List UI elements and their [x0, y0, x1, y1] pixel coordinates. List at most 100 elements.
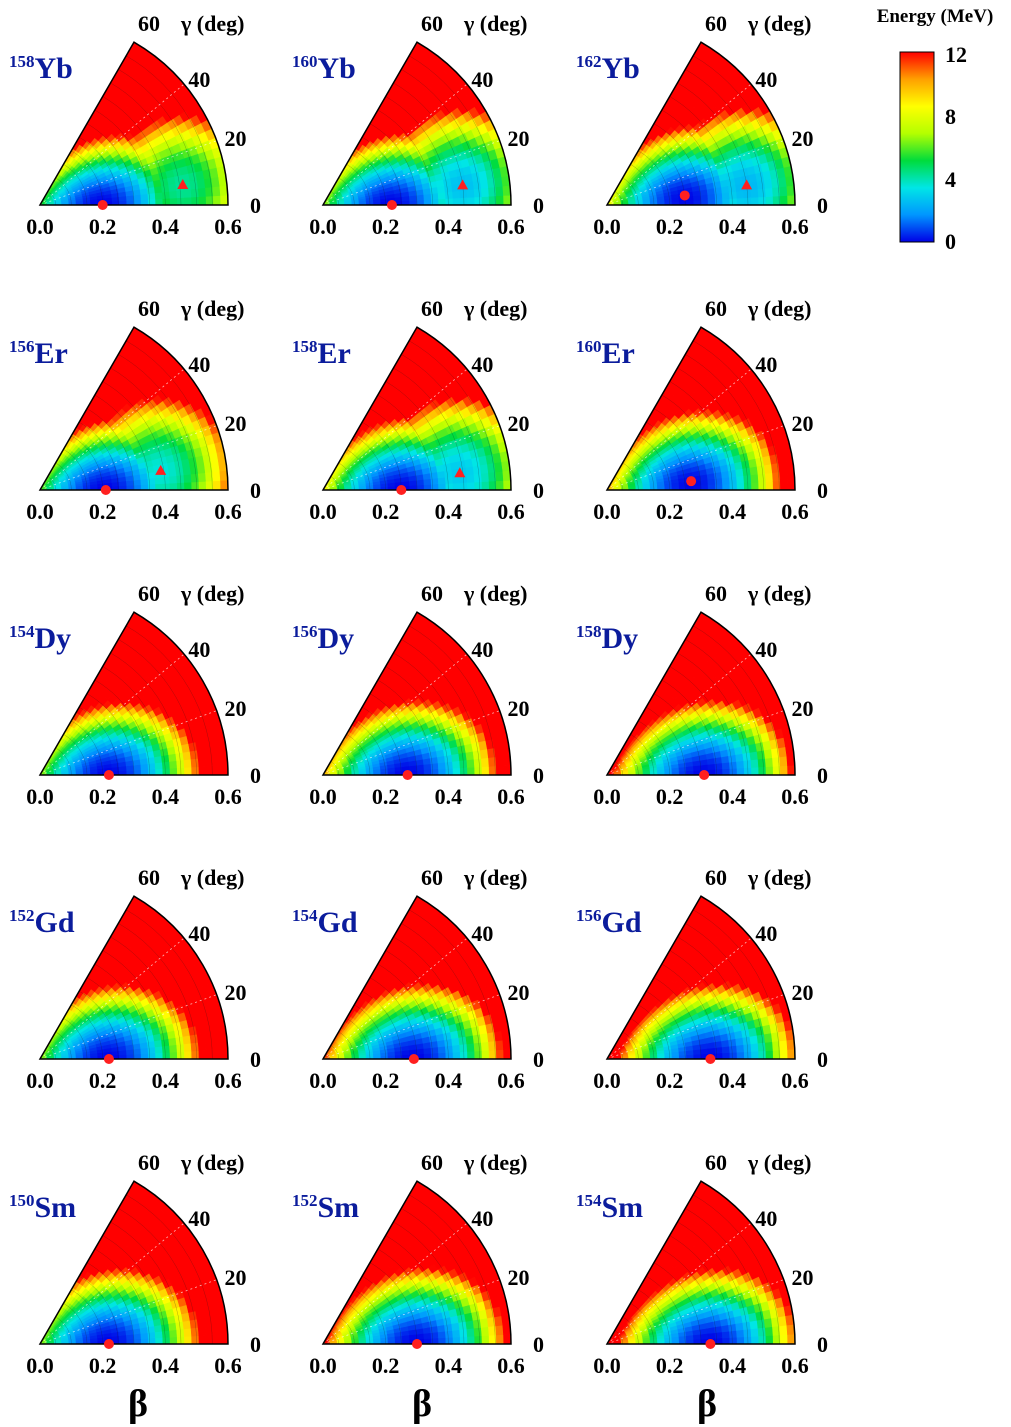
gamma-axis-label: γ (deg) — [463, 296, 527, 321]
gamma-tick-label: 40 — [188, 637, 210, 662]
gamma-tick-label: 60 — [138, 1150, 160, 1175]
nucleus-label: 162Yb — [576, 52, 640, 85]
gamma-tick-label: 20 — [791, 1265, 813, 1290]
secondary-minimum-marker — [155, 464, 167, 475]
gamma-tick-label: 0 — [250, 1047, 261, 1072]
sector-outline — [605, 1180, 796, 1345]
beta-axis-labels: β β β — [128, 1383, 717, 1425]
gamma-axis-label: γ (deg) — [747, 865, 811, 890]
beta-tick-label: 0.4 — [152, 499, 180, 524]
gamma-tick-label: 0 — [817, 763, 828, 788]
nucleus-label: 154Sm — [576, 1191, 643, 1224]
beta-tick-label: 0.0 — [26, 1068, 54, 1093]
ground-state-minimum-marker — [699, 770, 710, 780]
beta-tick-label: 0.4 — [152, 1068, 180, 1093]
beta-tick-label: 0.4 — [152, 1353, 180, 1378]
gamma-axis-label: γ (deg) — [463, 581, 527, 606]
gamma-tick-label: 60 — [138, 865, 160, 890]
colorbar-title: Energy (MeV) — [877, 6, 994, 27]
gamma-axis-label: γ (deg) — [747, 581, 811, 606]
gamma-tick-label: 0 — [250, 478, 261, 503]
beta-tick-label: 0.2 — [656, 1068, 684, 1093]
beta-tick-label: 0.6 — [781, 1353, 809, 1378]
gamma-tick-label: 0 — [817, 193, 828, 218]
beta-tick-label: 0.2 — [656, 784, 684, 809]
sector-outline — [321, 41, 512, 206]
gamma-tick-label: 40 — [755, 1206, 777, 1231]
secondary-minimum-marker — [741, 179, 753, 190]
beta-tick-label: 0.4 — [152, 214, 180, 239]
gamma-tick-label: 60 — [421, 296, 443, 321]
beta-tick-label: 0.2 — [372, 214, 400, 239]
sector-outline — [321, 1180, 512, 1345]
energy-surface — [323, 42, 511, 205]
gamma-tick-label: 20 — [507, 980, 529, 1005]
gamma-tick-label: 0 — [250, 193, 261, 218]
beta-tick-label: 0.6 — [781, 499, 809, 524]
gamma-tick-label: 0 — [817, 1332, 828, 1357]
gamma-tick-label: 40 — [471, 1206, 493, 1231]
gamma-tick-label: 40 — [471, 352, 493, 377]
gamma-axis-label: γ (deg) — [463, 11, 527, 36]
beta-tick-label: 0.6 — [497, 214, 525, 239]
energy-colorbar: Energy (MeV) 12 8 4 0 — [877, 6, 994, 254]
gamma-tick-label: 40 — [188, 67, 210, 92]
gamma-axis-label: γ (deg) — [463, 1150, 527, 1175]
gamma-tick-label: 20 — [224, 411, 246, 436]
beta-tick-label: 0.0 — [593, 784, 621, 809]
beta-tick-label: 0.0 — [309, 499, 337, 524]
beta-tick-label: 0.2 — [89, 214, 117, 239]
beta-tick-label: 0.0 — [593, 214, 621, 239]
gamma-tick-label: 60 — [705, 581, 727, 606]
gamma-tick-label: 20 — [507, 696, 529, 721]
nucleus-label: 156Er — [9, 337, 68, 370]
secondary-minimum-marker — [457, 179, 469, 190]
gamma-tick-label: 20 — [791, 696, 813, 721]
beta-tick-label: 0.6 — [214, 214, 242, 239]
pes-panel-156Dy: 0.0 0.2 0.4 0.6 0 20 40 60 γ (deg) 156Dy — [292, 581, 544, 809]
nucleus-label: 154Gd — [292, 906, 358, 939]
pes-panel-154Sm: 0.0 0.2 0.4 0.6 0 20 40 60 γ (deg) 154Sm — [576, 1150, 828, 1378]
sector-outline — [38, 41, 229, 206]
beta-tick-label: 0.6 — [214, 1068, 242, 1093]
colorbar-gradient — [899, 51, 935, 243]
gamma-tick-label: 40 — [471, 637, 493, 662]
beta-tick-label: 0.6 — [214, 499, 242, 524]
ground-state-minimum-marker — [103, 770, 114, 780]
ground-state-minimum-marker — [679, 190, 690, 201]
sector-outline — [605, 895, 796, 1060]
gamma-tick-label: 60 — [705, 11, 727, 36]
ground-state-minimum-marker — [705, 1339, 716, 1349]
gamma-tick-label: 60 — [705, 1150, 727, 1175]
sector-outline — [605, 326, 796, 491]
beta-tick-label: 0.2 — [656, 214, 684, 239]
beta-tick-label: 0.6 — [781, 214, 809, 239]
ground-state-minimum-marker — [100, 485, 111, 495]
beta-tick-label: 0.2 — [372, 1068, 400, 1093]
gamma-tick-label: 0 — [817, 1047, 828, 1072]
sector-outline — [321, 895, 512, 1060]
gamma-tick-label: 40 — [471, 67, 493, 92]
pes-panel-158Er: 0.0 0.2 0.4 0.6 0 20 40 60 γ (deg) 158Er — [292, 296, 544, 524]
nucleus-label: 156Gd — [576, 906, 642, 939]
beta-tick-label: 0.0 — [26, 1353, 54, 1378]
beta-tick-label: 0.2 — [89, 784, 117, 809]
gamma-tick-label: 60 — [705, 865, 727, 890]
secondary-minimum-marker — [177, 178, 189, 189]
gamma-axis-label: γ (deg) — [747, 11, 811, 36]
gamma-tick-label: 60 — [421, 1150, 443, 1175]
beta-tick-label: 0.4 — [435, 499, 463, 524]
gamma-tick-label: 0 — [533, 1047, 544, 1072]
beta-tick-label: 0.4 — [719, 499, 747, 524]
gamma-tick-label: 60 — [138, 581, 160, 606]
colorbar-tick-0: 0 — [945, 229, 956, 254]
gamma-tick-label: 20 — [791, 980, 813, 1005]
beta-tick-label: 0.4 — [719, 1068, 747, 1093]
gamma-tick-label: 0 — [817, 478, 828, 503]
ground-state-minimum-marker — [686, 476, 697, 487]
pes-panel-150Sm: 0.0 0.2 0.4 0.6 0 20 40 60 γ (deg) 150Sm — [9, 1150, 261, 1378]
sector-outline — [321, 326, 512, 491]
beta-tick-label: 0.6 — [214, 784, 242, 809]
energy-surface — [40, 896, 228, 1059]
beta-tick-label: 0.4 — [435, 784, 463, 809]
